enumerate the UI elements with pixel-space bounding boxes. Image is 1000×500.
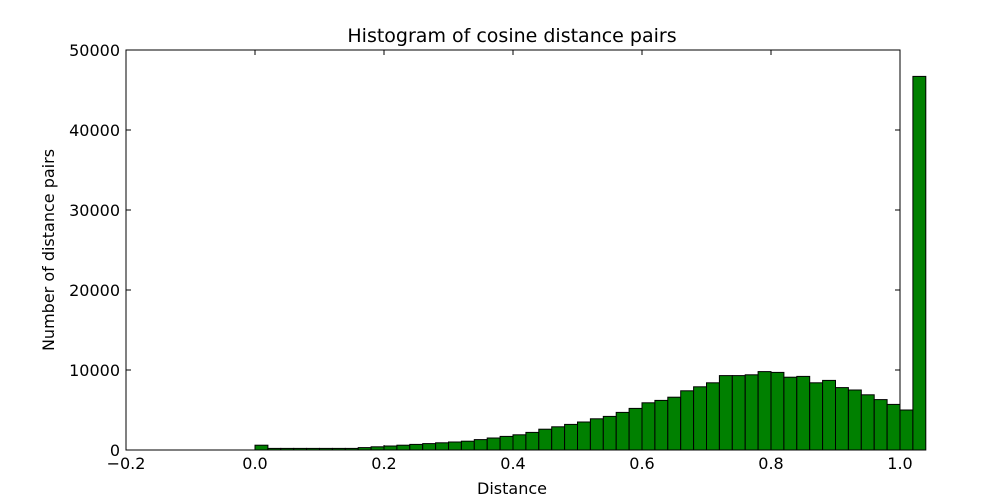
histogram-bar [899,409,914,451]
histogram-bar [473,439,488,451]
histogram-bar [822,379,836,451]
y-axis-label: Number of distance pairs [39,149,58,351]
histogram-bar [422,443,437,451]
histogram-bar [499,435,514,451]
histogram-bar [654,399,669,451]
histogram-bar [860,394,875,451]
histogram-bar [809,382,824,451]
y-tick-label: 50000 [69,41,120,60]
x-tick-label: −0.2 [107,454,146,473]
histogram-bar [448,441,462,451]
x-axis-label: Distance [477,479,547,498]
histogram-bar [796,375,811,451]
histogram-bar [641,402,656,451]
x-tick-label: 0.4 [500,454,525,473]
histogram-bar [731,375,746,451]
histogram-bar [667,396,682,451]
histogram-bar [460,440,475,451]
histogram-bar [525,431,540,451]
y-tick-label: 40000 [69,121,120,140]
y-tick-label: 30000 [69,201,120,220]
histogram-bar [602,415,617,451]
histogram-bar [383,445,398,451]
histogram-bar [718,375,733,451]
chart-title: Histogram of cosine distance pairs [347,25,676,47]
y-tick-label: 10000 [69,361,120,380]
histogram-bar [538,428,553,451]
y-tick-label: 0 [110,441,120,460]
histogram-bar [680,390,695,451]
histogram-bar [512,434,527,451]
histogram-bar [409,443,424,451]
histogram-bar [847,389,862,451]
histogram-bar [589,418,604,451]
x-tick-label: 0.0 [242,454,267,473]
histogram-bar [254,444,269,451]
ticks-group: −0.2 0.0 0.2 0.4 0.6 0.8 1.0 0 10000 20000 30000 40… [69,41,913,473]
x-tick-label: 0.2 [371,454,396,473]
histogram-bar [783,376,798,451]
bars-group [254,75,927,451]
histogram-bar [564,423,578,451]
histogram-bar [551,426,566,451]
histogram-bar [486,437,501,451]
x-tick-label: 1.0 [887,454,912,473]
histogram-bar [628,407,643,451]
histogram-bar [706,382,720,451]
x-tick-label: 0.6 [629,454,654,473]
histogram-bar [873,399,888,451]
histogram-bar [757,371,772,451]
histogram-bar [770,371,785,451]
histogram-bar [435,442,450,451]
x-tick-label: 0.8 [758,454,783,473]
histogram-bar [615,411,630,451]
y-tick-label: 20000 [69,281,120,300]
histogram-bar [744,374,759,451]
histogram-bar [886,403,901,451]
histogram-bar [693,386,707,451]
histogram-bar [577,421,591,451]
histogram-bar [396,444,411,451]
histogram-bar [912,75,927,451]
histogram-bar [835,387,849,451]
